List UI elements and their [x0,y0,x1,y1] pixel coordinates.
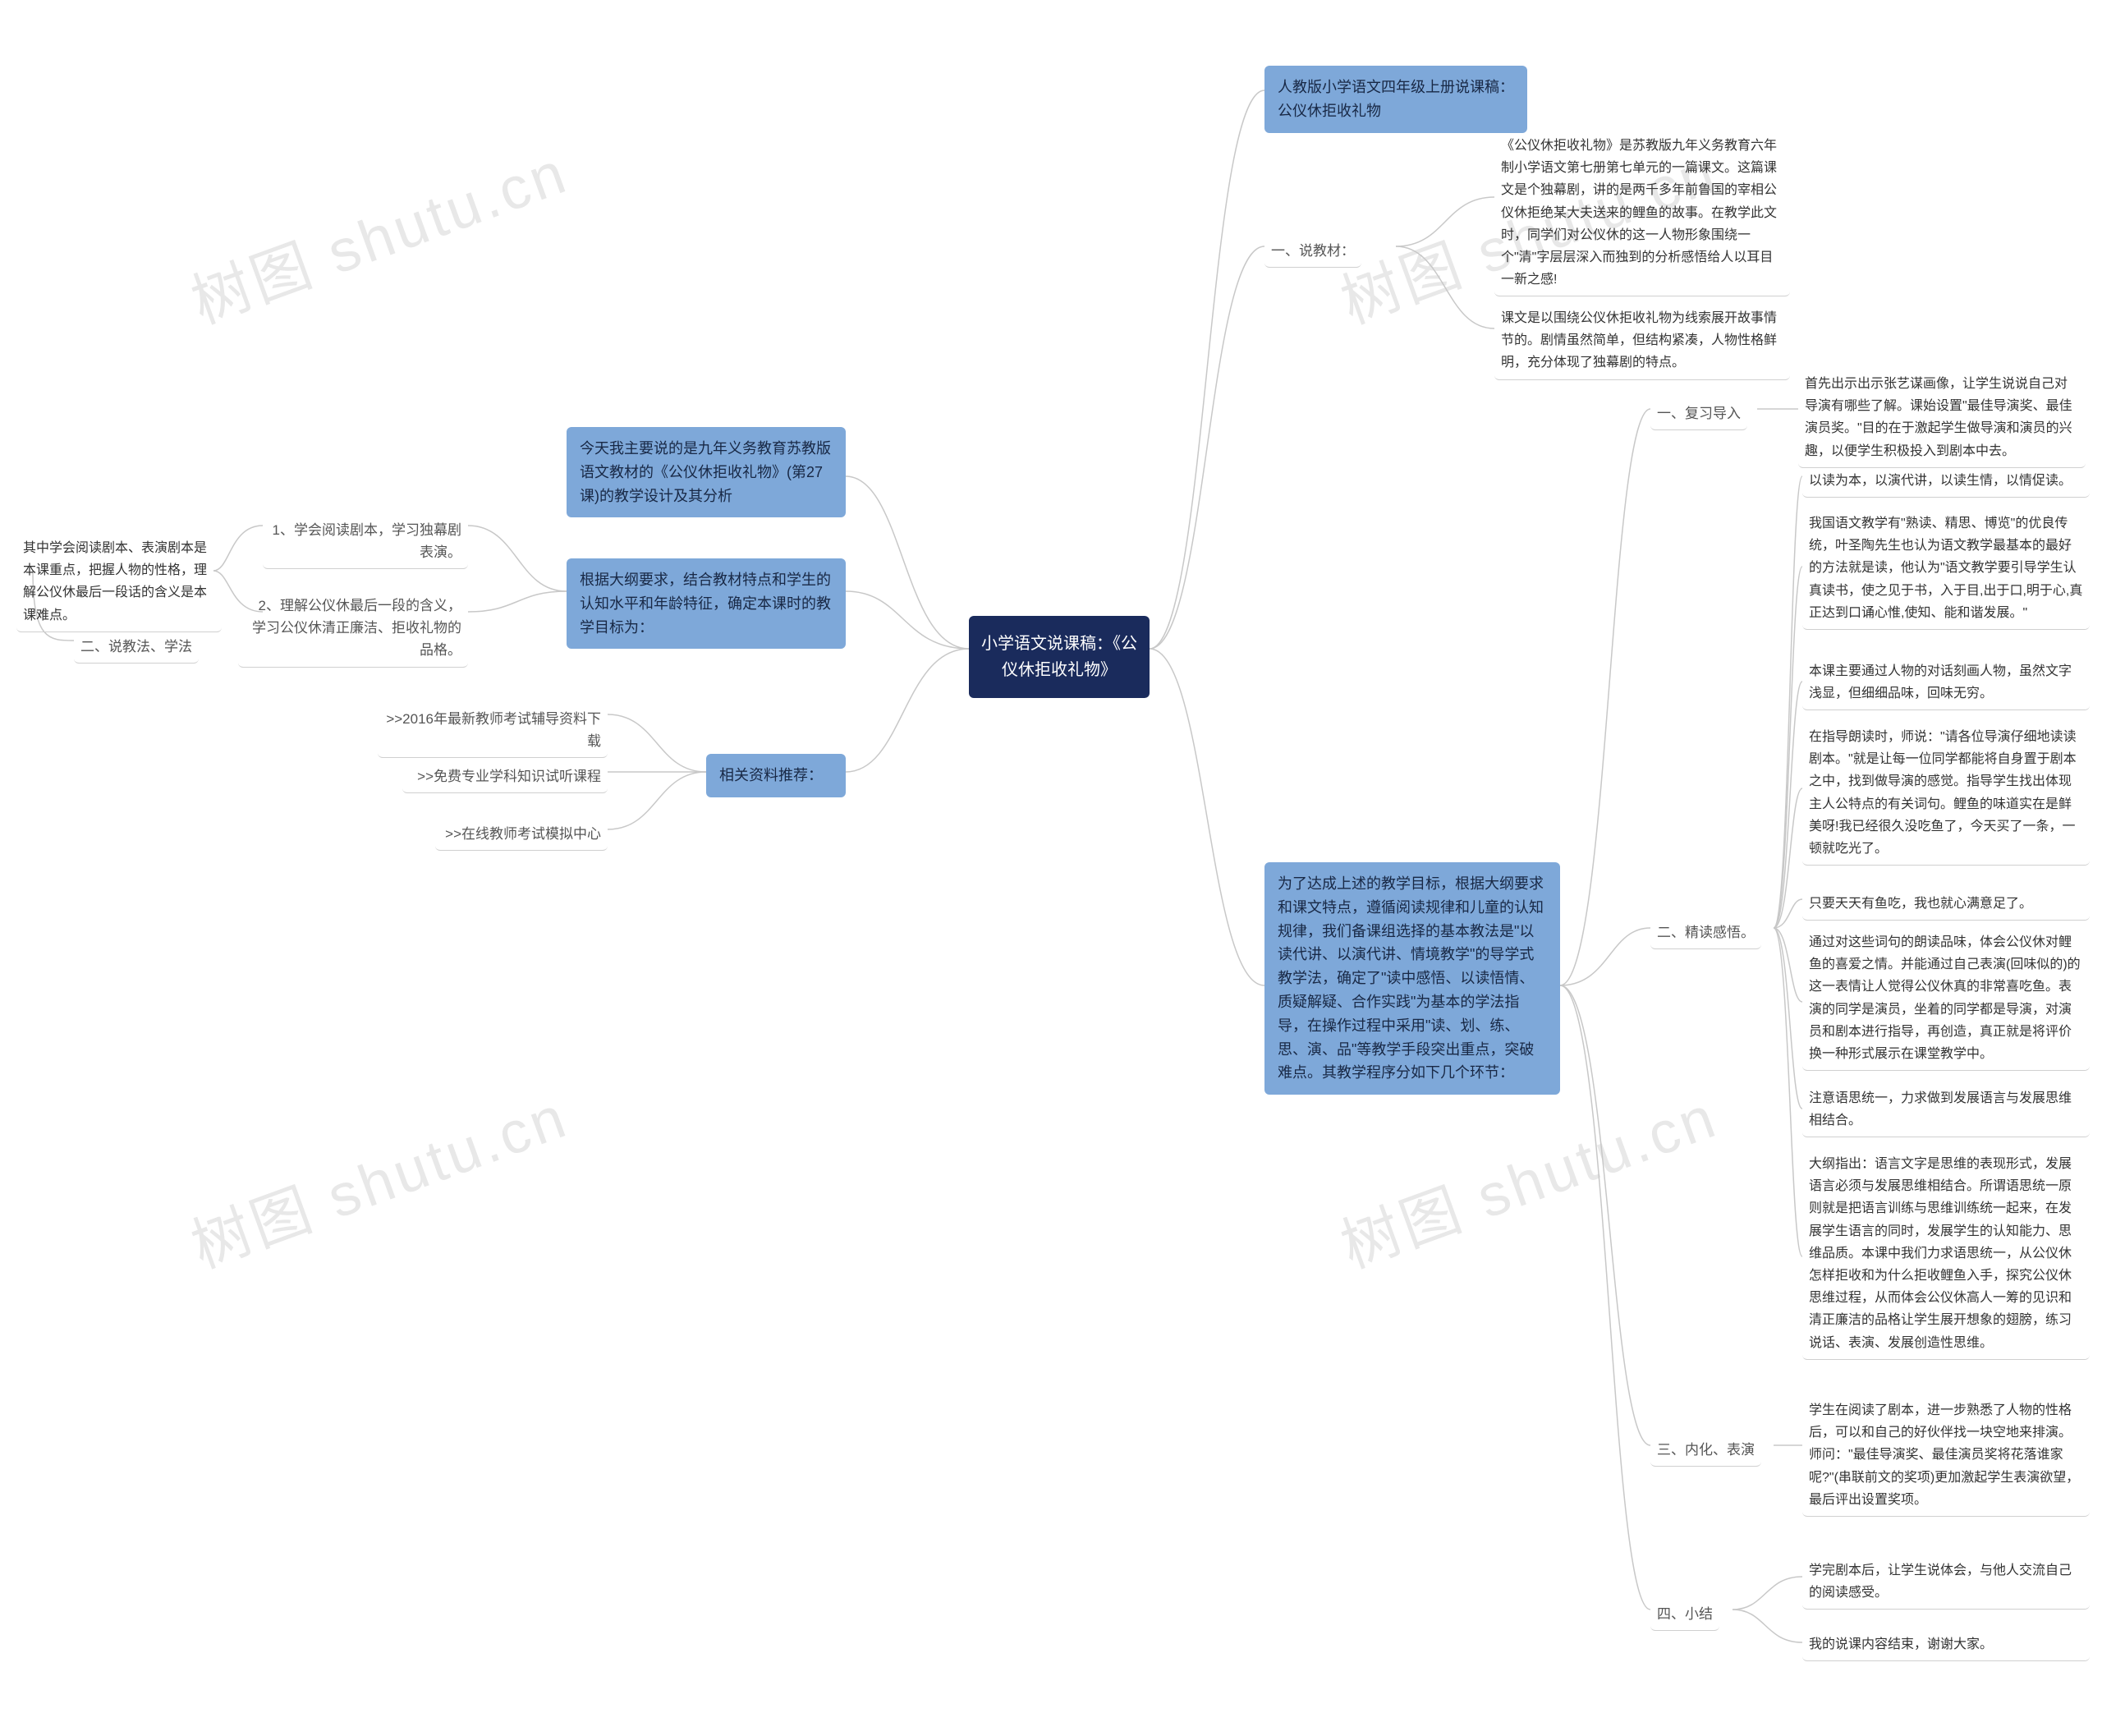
step1-label: 一、复习导入 [1650,399,1747,430]
step1-text: 首先出示出示张艺谋画像，让学生说说自己对导演有哪些了解。课始设置"最佳导演奖、最… [1798,370,2086,468]
resource-1: >>2016年最新教师考试辅导资料下载 [378,705,608,758]
step3-text: 学生在阅读了剧本，进一步熟悉了人物的性格后，可以和自己的好伙伴找一块空地来排演。… [1802,1396,2090,1517]
step3-label: 三、内化、表演 [1650,1435,1761,1467]
section1-p2: 课文是以围绕公仪休拒收礼物为线索展开故事情节的。剧情虽然简单，但结构紧凑，人物性… [1494,304,1790,380]
section1-label: 一、说教材： [1264,237,1361,268]
watermark: 树图 shutu.cn [178,124,578,340]
obj-item-2: 2、理解公仪休最后一段的含义，学习公仪休清正廉洁、拒收礼物的品格。 [238,591,468,668]
step2-p7: 注意语思统一，力求做到发展语言与发展思维相结合。 [1802,1084,2090,1137]
watermark: 树图 shutu.cn [178,1068,578,1284]
methods-label: 二、说教法、学法 [74,632,199,664]
center-title: 小学语文说课稿：《公仪休拒收礼物》 [969,616,1150,698]
step2-p1: 以读为本，以演代讲，以读生情，以情促读。 [1802,466,2090,498]
step4-label: 四、小结 [1650,1600,1719,1631]
step2-p8: 大纲指出：语言文字是思维的表现形式，发展语言必须与发展思维相结合。所谓语思统一原… [1802,1150,2090,1360]
step2-p2: 我国语文教学有"熟读、精思、博览"的优良传统，叶圣陶先生也认为语文教学最基本的最… [1802,509,2090,630]
watermark: 树图 shutu.cn [1328,1068,1728,1284]
resource-3: >>在线教师考试模拟中心 [435,820,608,851]
resources-label: 相关资料推荐： [706,754,846,797]
obj-item-1: 1、学会阅读剧本，学习独幕剧表演。 [263,516,468,569]
obj-note: 其中学会阅读剧本、表演剧本是本课重点，把握人物的性格，理解公仪休最后一段话的含义… [16,534,222,632]
right-doc-title: 人教版小学语文四年级上册说课稿：公仪休拒收礼物 [1264,66,1527,133]
step4-p2: 我的说课内容结束，谢谢大家。 [1802,1630,2090,1661]
section1-p1: 《公仪休拒收礼物》是苏教版九年义务教育六年制小学语文第七册第七单元的一篇课文。这… [1494,131,1790,296]
resource-2: >>免费专业学科知识试听课程 [402,762,608,793]
step2-p5: 只要天天有鱼吃，我也就心满意足了。 [1802,889,2090,921]
step2-label: 二、精读感悟。 [1650,918,1761,949]
left-objectives: 根据大纲要求，结合教材特点和学生的认知水平和年龄特征，确定本课时的教学目标为： [567,558,846,649]
step2-p3: 本课主要通过人物的对话刻画人物，虽然文字浅显，但细细品味，回味无穷。 [1802,657,2090,710]
step2-p4: 在指导朗读时，师说："请各位导演仔细地读读剧本。"就是让每一位同学都能将自身置于… [1802,723,2090,866]
step4-p1: 学完剧本后，让学生说体会，与他人交流自己的阅读感受。 [1802,1556,2090,1610]
step2-p6: 通过对这些词句的朗读品味，体会公仪休对鲤鱼的喜爱之情。并能通过自己表演(回味似的… [1802,928,2090,1071]
main-method: 为了达成上述的教学目标，根据大纲要求和课文特点，遵循阅读规律和儿童的认知规律，我… [1264,862,1560,1095]
left-intro: 今天我主要说的是九年义务教育苏教版语文教材的《公仪休拒收礼物》(第27课)的教学… [567,427,846,517]
